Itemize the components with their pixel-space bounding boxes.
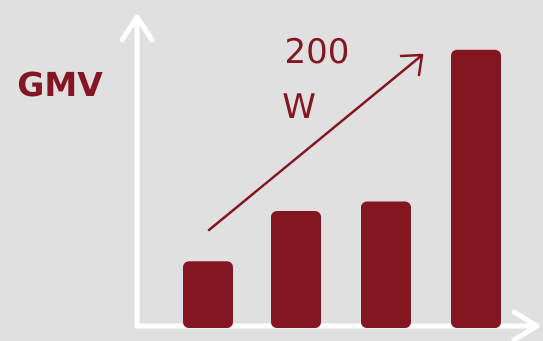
bar-2: [271, 210, 321, 328]
bar-4: [451, 49, 501, 328]
y-axis-label: GMV: [17, 65, 103, 104]
x-axis-arrowhead: [511, 309, 540, 341]
bars: [183, 49, 501, 328]
trend-arrow-shaft: [207, 54, 423, 232]
trend-arrow-head: [399, 53, 424, 77]
y-axis-arrowhead: [119, 14, 155, 43]
annotation-unit: W: [282, 87, 316, 127]
annotation-value: 200: [285, 32, 350, 72]
bar-3: [361, 201, 411, 328]
trend-arrow: [207, 53, 424, 232]
bar-1: [183, 261, 233, 328]
